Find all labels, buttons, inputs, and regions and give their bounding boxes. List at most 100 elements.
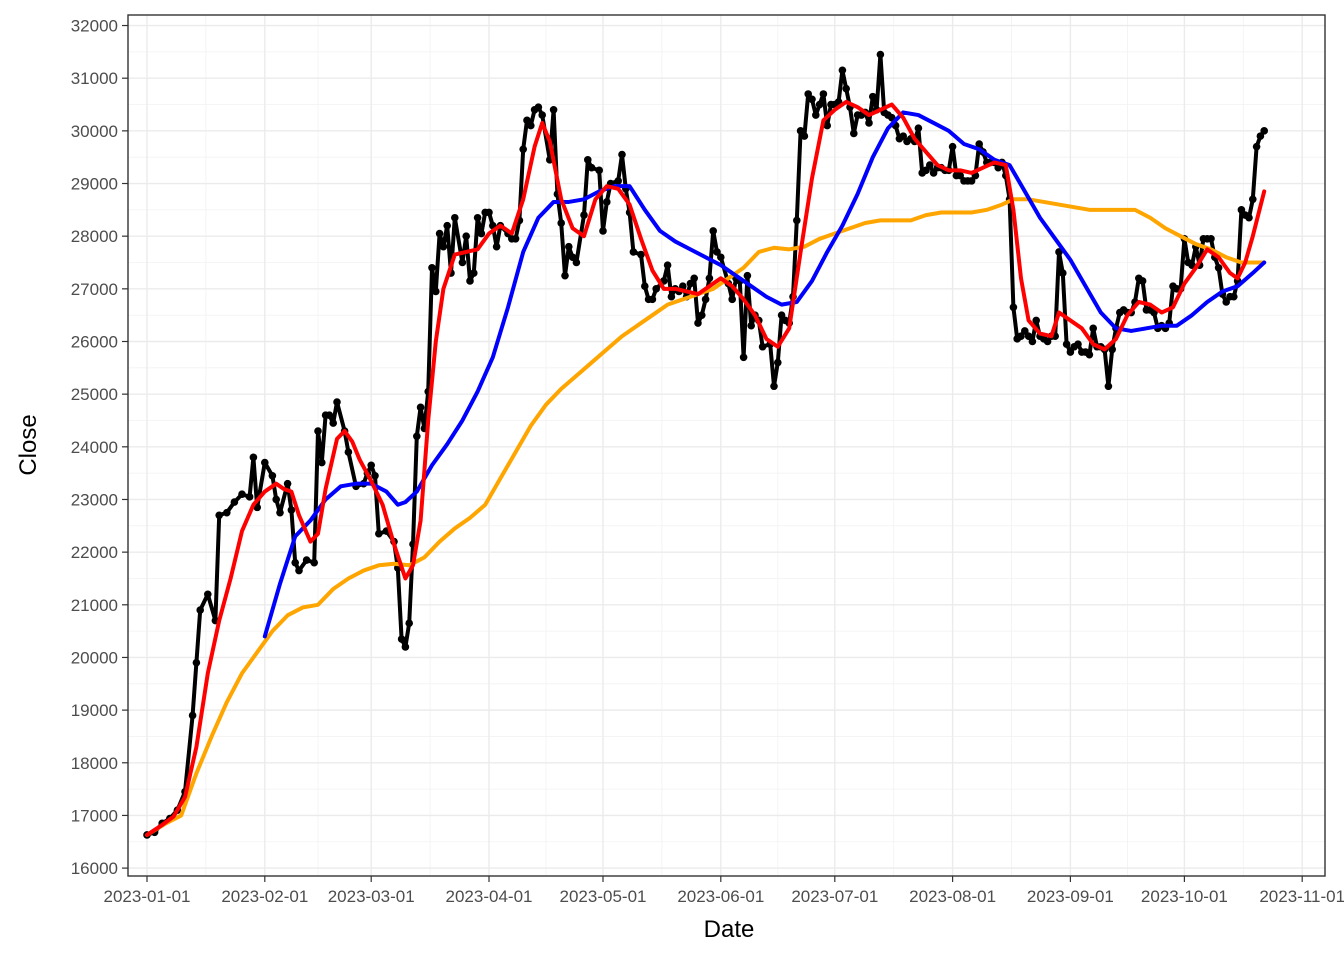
close-point	[774, 358, 782, 367]
close-point	[291, 558, 300, 567]
close-point	[614, 177, 622, 185]
close-point	[1230, 292, 1238, 301]
close-point	[371, 471, 379, 480]
y-tick-label: 19000	[71, 701, 118, 720]
close-point	[428, 263, 436, 272]
close-point	[375, 529, 383, 538]
y-tick-label: 25000	[71, 385, 118, 404]
close-point	[549, 105, 558, 114]
y-tick-label: 20000	[71, 648, 118, 667]
close-point	[713, 248, 721, 256]
close-point	[1252, 142, 1261, 151]
x-tick-label: 2023-10-01	[1141, 887, 1228, 906]
close-point	[948, 142, 957, 151]
close-point	[333, 398, 341, 406]
y-tick-label: 28000	[71, 227, 118, 246]
close-point	[283, 479, 292, 488]
close-point	[975, 140, 983, 148]
close-point	[1085, 350, 1094, 359]
close-point	[842, 84, 850, 93]
y-tick-label: 23000	[71, 490, 118, 509]
close-point	[587, 163, 596, 172]
close-point	[967, 177, 976, 185]
major-gridlines	[128, 15, 1325, 876]
x-tick-label: 2023-06-01	[677, 887, 764, 906]
close-point	[1032, 316, 1040, 325]
close-point	[401, 643, 410, 651]
close-point	[815, 100, 824, 109]
close-point	[690, 274, 698, 283]
y-tick-label: 27000	[71, 280, 118, 299]
close-point	[1237, 206, 1246, 214]
close-point	[276, 508, 284, 517]
close-point	[804, 90, 812, 98]
close-point	[196, 606, 204, 614]
close-point	[739, 353, 748, 362]
close-point	[314, 427, 322, 435]
close-point	[397, 635, 406, 643]
y-tick-label: 21000	[71, 596, 118, 615]
close-point	[701, 295, 710, 304]
close-point	[717, 253, 725, 262]
close-point	[443, 221, 452, 230]
y-tick-label: 32000	[71, 17, 118, 36]
close-point	[869, 92, 877, 101]
x-axis: 2023-01-01 2023-02-01 2023-03-01 2023-04-01…	[104, 876, 1344, 906]
ma-orange-line	[145, 197, 1267, 837]
ma-blue-line	[262, 110, 1267, 639]
close-point	[519, 145, 527, 154]
close-point	[956, 171, 964, 180]
close-point	[245, 493, 254, 501]
close-point	[492, 242, 501, 251]
close-point	[261, 458, 269, 467]
close-point	[568, 253, 577, 262]
x-tick-label: 2023-03-01	[328, 887, 415, 906]
close-point	[192, 658, 201, 667]
close-point	[694, 319, 702, 327]
close-point	[451, 213, 459, 222]
close-point	[230, 498, 239, 506]
close-point	[329, 419, 338, 427]
panel-border	[127, 14, 1326, 877]
close-point	[876, 50, 885, 59]
close-point	[572, 258, 581, 267]
close-point	[743, 271, 752, 280]
y-tick-label: 30000	[71, 122, 118, 141]
plot-background	[128, 15, 1325, 876]
close-point	[1043, 337, 1052, 346]
close-point	[728, 295, 736, 304]
close-point	[435, 229, 444, 238]
close-point	[618, 150, 626, 159]
y-tick-label: 24000	[71, 438, 118, 457]
close-point	[188, 711, 197, 720]
close-point	[367, 461, 376, 470]
close-point	[652, 285, 660, 293]
close-point	[470, 269, 478, 277]
close-point	[272, 495, 281, 504]
close-point	[1062, 340, 1071, 348]
x-tick-label: 2023-05-01	[560, 887, 647, 906]
close-point	[629, 248, 638, 256]
y-axis: 16000 17000 18000 19000 20000 21000 22000 23000…	[71, 17, 128, 878]
close-point	[268, 471, 277, 480]
x-tick-label: 2023-09-01	[1027, 887, 1114, 906]
close-point	[523, 116, 531, 125]
close-point	[796, 127, 805, 135]
close-point	[458, 258, 467, 267]
ma-red-line	[145, 99, 1267, 837]
y-tick-label: 22000	[71, 543, 118, 562]
close-point	[238, 490, 246, 499]
close-points	[143, 50, 1268, 839]
close-point	[648, 295, 657, 304]
close-point	[641, 282, 649, 291]
close-point	[1222, 298, 1230, 306]
close-point	[1108, 345, 1116, 354]
close-point	[1017, 332, 1025, 341]
close-point	[310, 558, 319, 567]
y-tick-label: 17000	[71, 806, 118, 825]
close-point	[1256, 132, 1265, 140]
close-point	[302, 556, 311, 564]
close-point	[295, 566, 303, 575]
x-tick-label: 2023-04-01	[446, 887, 533, 906]
